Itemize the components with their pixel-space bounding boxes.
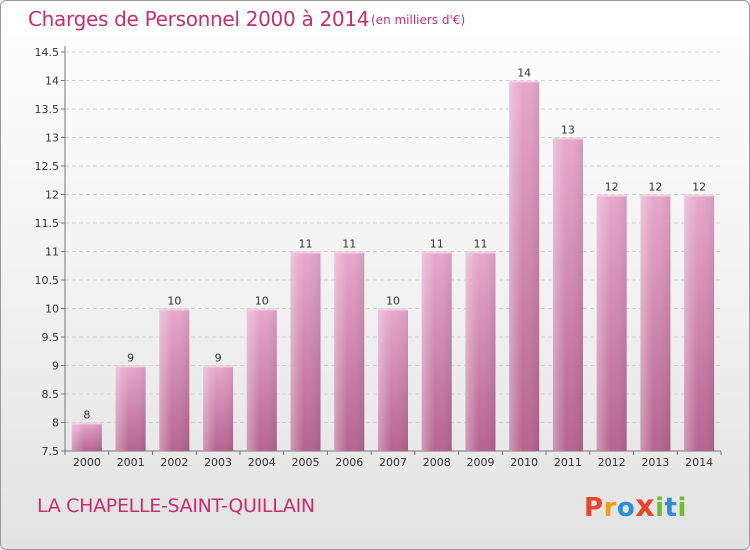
x-tick-label-2005: 2005	[292, 456, 320, 469]
x-tick-label-2013: 2013	[641, 456, 669, 469]
bar-top-2007	[378, 308, 408, 311]
y-tick-label: 9	[52, 360, 59, 373]
bar-top-2013	[640, 194, 671, 197]
data-label-2011: 13	[561, 124, 575, 137]
x-tick-label-2007: 2007	[379, 456, 407, 469]
data-label-2007: 10	[386, 295, 400, 308]
bar-top-2009	[465, 251, 496, 254]
data-label-2001: 9	[127, 352, 134, 365]
data-label-2002: 10	[167, 295, 181, 308]
logo-letter: x	[635, 489, 656, 524]
bar-shade-2002	[159, 308, 190, 451]
y-tick-label: 8	[52, 417, 59, 430]
logo-letter: i	[655, 493, 665, 523]
logo-letter: t	[664, 493, 678, 523]
chart-subtitle: (en milliers d'€)	[371, 13, 466, 27]
bar-shade-2006	[334, 251, 365, 451]
bar-top-2002	[159, 308, 190, 311]
commune-name: LA CHAPELLE-SAINT-QUILLAIN	[37, 495, 315, 517]
y-tick-label: 12.5	[35, 160, 60, 173]
y-tick-label: 7.5	[42, 445, 60, 458]
x-tick-label-2001: 2001	[117, 456, 145, 469]
chart-title: Charges de Personnel 2000 à 2014	[28, 7, 370, 31]
bar-shade-2014	[684, 194, 715, 451]
data-label-2013: 12	[648, 181, 662, 194]
bar-shade-2010	[509, 80, 540, 451]
bar-top-2010	[509, 80, 540, 83]
bar-shade-2011	[552, 137, 583, 451]
bar-top-2000	[71, 422, 102, 425]
x-tick-label-2002: 2002	[160, 456, 188, 469]
bar-shade-2000	[71, 422, 102, 451]
data-label-2006: 11	[342, 238, 356, 251]
data-label-2010: 14	[517, 67, 531, 80]
bar-top-2003	[203, 365, 234, 368]
data-label-2005: 11	[299, 238, 313, 251]
bar-shade-2008	[421, 251, 452, 451]
x-tick-label-2003: 2003	[204, 456, 232, 469]
bar-shade-2003	[203, 365, 234, 451]
x-tick-label-2004: 2004	[248, 456, 276, 469]
x-tick-label-2010: 2010	[510, 456, 538, 469]
logo-letter: o	[616, 493, 636, 523]
data-label-2009: 11	[473, 238, 487, 251]
y-tick-label: 10.5	[35, 274, 60, 287]
bar-top-2011	[552, 137, 583, 140]
bar-shade-2001	[115, 365, 146, 451]
data-label-2004: 10	[255, 295, 269, 308]
logo-letter: i	[677, 493, 687, 523]
x-tick-label-2000: 2000	[73, 456, 101, 469]
y-tick-label: 14.5	[35, 46, 60, 59]
y-tick-label: 10	[45, 303, 59, 316]
y-tick-label: 12	[45, 189, 59, 202]
y-tick-label: 13.5	[35, 103, 60, 116]
x-tick-label-2006: 2006	[335, 456, 363, 469]
bar-top-2012	[596, 194, 627, 197]
data-label-2014: 12	[692, 181, 706, 194]
bar-shade-2009	[465, 251, 496, 451]
bar-top-2005	[290, 251, 321, 254]
x-tick-label-2009: 2009	[466, 456, 494, 469]
bar-top-2014	[684, 194, 715, 197]
y-tick-label: 14	[45, 75, 59, 88]
x-tick-label-2012: 2012	[598, 456, 626, 469]
data-label-2003: 9	[215, 352, 222, 365]
y-tick-label: 11	[45, 246, 59, 259]
bar-shade-2005	[290, 251, 321, 451]
data-label-2000: 8	[83, 409, 90, 422]
bar-top-2008	[421, 251, 452, 254]
x-tick-label-2011: 2011	[554, 456, 582, 469]
x-tick-label-2014: 2014	[685, 456, 713, 469]
y-tick-label: 8.5	[42, 388, 60, 401]
bar-top-2006	[334, 251, 365, 254]
bar-top-2001	[115, 365, 146, 368]
x-tick-label-2008: 2008	[423, 456, 451, 469]
bar-shade-2004	[246, 308, 277, 451]
y-tick-label: 9.5	[42, 331, 60, 344]
proxiti-logo[interactable]: Proxiti	[584, 489, 687, 524]
logo-letter: P	[584, 493, 604, 523]
y-tick-label: 13	[45, 132, 59, 145]
data-label-2012: 12	[605, 181, 619, 194]
y-tick-label: 11.5	[35, 217, 60, 230]
bar-shade-2007	[378, 308, 408, 451]
data-label-2008: 11	[430, 238, 444, 251]
bar-top-2004	[246, 308, 277, 311]
bar-shade-2013	[640, 194, 671, 451]
bar-shade-2012	[596, 194, 627, 451]
logo-letter: r	[603, 493, 617, 523]
